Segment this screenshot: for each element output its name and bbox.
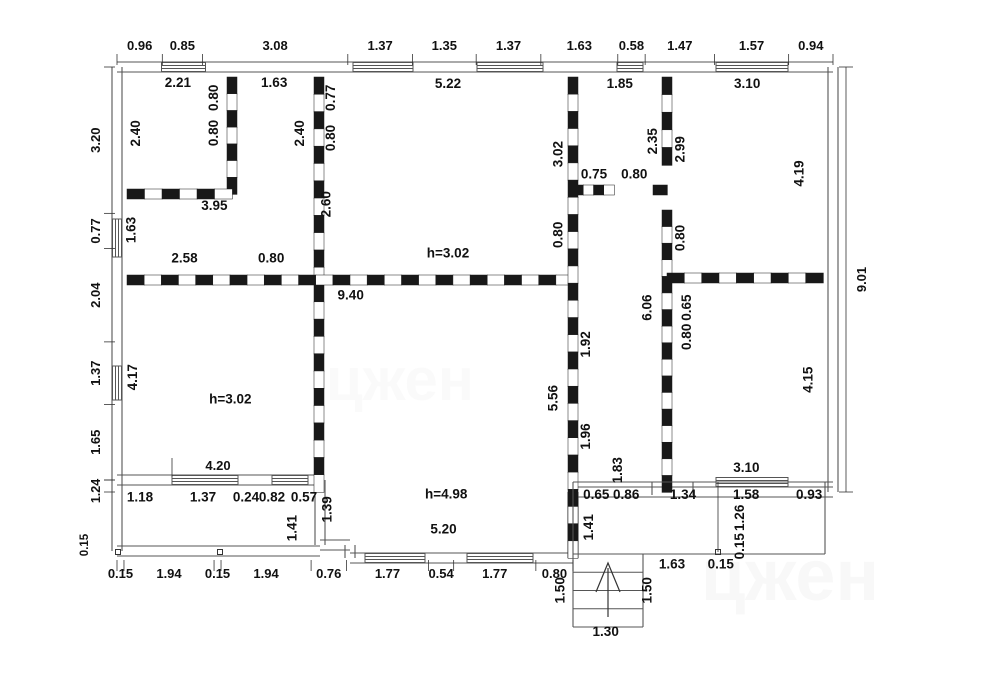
svg-text:4.15: 4.15: [800, 366, 815, 393]
svg-text:2.40: 2.40: [128, 120, 143, 146]
svg-text:9.01: 9.01: [854, 267, 869, 292]
svg-text:1.41: 1.41: [581, 514, 596, 541]
svg-text:0.80: 0.80: [542, 566, 567, 581]
svg-text:0.80: 0.80: [621, 166, 647, 181]
svg-text:2.99: 2.99: [672, 136, 687, 162]
svg-text:5.22: 5.22: [435, 76, 461, 91]
svg-text:0.82: 0.82: [259, 489, 285, 504]
svg-text:4.20: 4.20: [205, 458, 230, 473]
svg-text:2.58: 2.58: [171, 251, 198, 266]
svg-text:1.18: 1.18: [127, 489, 154, 504]
svg-text:0.77: 0.77: [323, 85, 338, 111]
svg-text:1.94: 1.94: [253, 566, 279, 581]
svg-text:1.37: 1.37: [88, 361, 103, 386]
svg-text:1.26: 1.26: [732, 504, 747, 531]
svg-text:1.63: 1.63: [659, 556, 686, 571]
svg-text:0.65: 0.65: [679, 294, 694, 321]
svg-text:2.40: 2.40: [292, 120, 307, 146]
svg-text:0.80: 0.80: [323, 125, 338, 151]
svg-text:1.24: 1.24: [89, 479, 103, 503]
svg-text:0.80: 0.80: [206, 85, 221, 111]
svg-text:1.77: 1.77: [482, 566, 507, 581]
svg-text:1.37: 1.37: [367, 38, 392, 53]
svg-text:0.93: 0.93: [796, 487, 823, 502]
svg-text:0.58: 0.58: [619, 38, 644, 53]
svg-text:1.50: 1.50: [553, 577, 568, 603]
svg-text:1.83: 1.83: [610, 457, 625, 484]
svg-text:1.57: 1.57: [739, 38, 764, 53]
svg-text:1.63: 1.63: [124, 216, 139, 243]
svg-text:1.41: 1.41: [285, 514, 300, 541]
svg-text:0.80: 0.80: [206, 120, 221, 146]
svg-text:цжен: цжен: [701, 536, 879, 616]
svg-text:0.80: 0.80: [551, 222, 566, 248]
svg-text:1.85: 1.85: [607, 76, 634, 91]
svg-text:1.77: 1.77: [375, 566, 400, 581]
svg-text:h=3.02: h=3.02: [209, 391, 251, 406]
svg-text:0.94: 0.94: [798, 38, 824, 53]
svg-text:1.34: 1.34: [670, 487, 697, 502]
svg-text:3.20: 3.20: [88, 128, 103, 153]
svg-text:3.02: 3.02: [551, 141, 566, 167]
svg-text:1.63: 1.63: [261, 75, 288, 90]
svg-text:9.40: 9.40: [338, 287, 364, 302]
svg-text:4.19: 4.19: [792, 160, 807, 186]
svg-text:0.85: 0.85: [170, 38, 195, 53]
svg-text:3.10: 3.10: [733, 460, 759, 475]
svg-text:1.35: 1.35: [432, 38, 457, 53]
svg-text:5.56: 5.56: [546, 384, 561, 411]
svg-text:1.92: 1.92: [578, 331, 593, 357]
svg-text:0.24: 0.24: [233, 489, 260, 504]
svg-text:3.10: 3.10: [734, 76, 760, 91]
svg-text:1.94: 1.94: [156, 566, 182, 581]
svg-text:0.75: 0.75: [581, 166, 608, 181]
svg-text:2.21: 2.21: [165, 75, 192, 90]
svg-text:1.50: 1.50: [640, 577, 655, 603]
svg-text:0.54: 0.54: [428, 566, 454, 581]
svg-text:2.60: 2.60: [318, 191, 333, 217]
svg-text:h=4.98: h=4.98: [425, 487, 468, 502]
svg-text:0.77: 0.77: [88, 218, 103, 243]
svg-text:1.65: 1.65: [88, 430, 103, 455]
svg-text:1.63: 1.63: [567, 38, 592, 53]
svg-text:5.20: 5.20: [430, 522, 456, 537]
svg-text:h=3.02: h=3.02: [427, 245, 469, 260]
svg-text:4.17: 4.17: [125, 364, 140, 390]
svg-text:1.39: 1.39: [319, 496, 334, 522]
svg-text:1.96: 1.96: [578, 423, 593, 450]
svg-text:0.15: 0.15: [108, 566, 133, 581]
svg-text:0.80: 0.80: [679, 324, 694, 350]
svg-text:0.80: 0.80: [258, 251, 284, 266]
svg-text:цжен: цжен: [326, 346, 474, 413]
svg-text:0.80: 0.80: [672, 225, 687, 251]
svg-text:0.96: 0.96: [127, 38, 152, 53]
svg-text:3.08: 3.08: [262, 38, 287, 53]
svg-text:6.06: 6.06: [639, 294, 654, 321]
svg-text:1.30: 1.30: [593, 624, 619, 639]
svg-text:0.86: 0.86: [613, 487, 640, 502]
svg-text:2.04: 2.04: [88, 282, 103, 308]
svg-text:1.58: 1.58: [733, 487, 760, 502]
svg-text:2.35: 2.35: [645, 128, 660, 155]
svg-text:1.47: 1.47: [667, 38, 692, 53]
svg-text:1.37: 1.37: [496, 38, 521, 53]
svg-text:0.57: 0.57: [291, 489, 317, 504]
svg-text:1.37: 1.37: [190, 489, 216, 504]
svg-text:3.95: 3.95: [201, 198, 228, 213]
svg-text:0.15: 0.15: [79, 533, 91, 556]
svg-text:0.65: 0.65: [583, 487, 610, 502]
svg-text:0.15: 0.15: [205, 566, 230, 581]
svg-text:0.76: 0.76: [316, 566, 341, 581]
